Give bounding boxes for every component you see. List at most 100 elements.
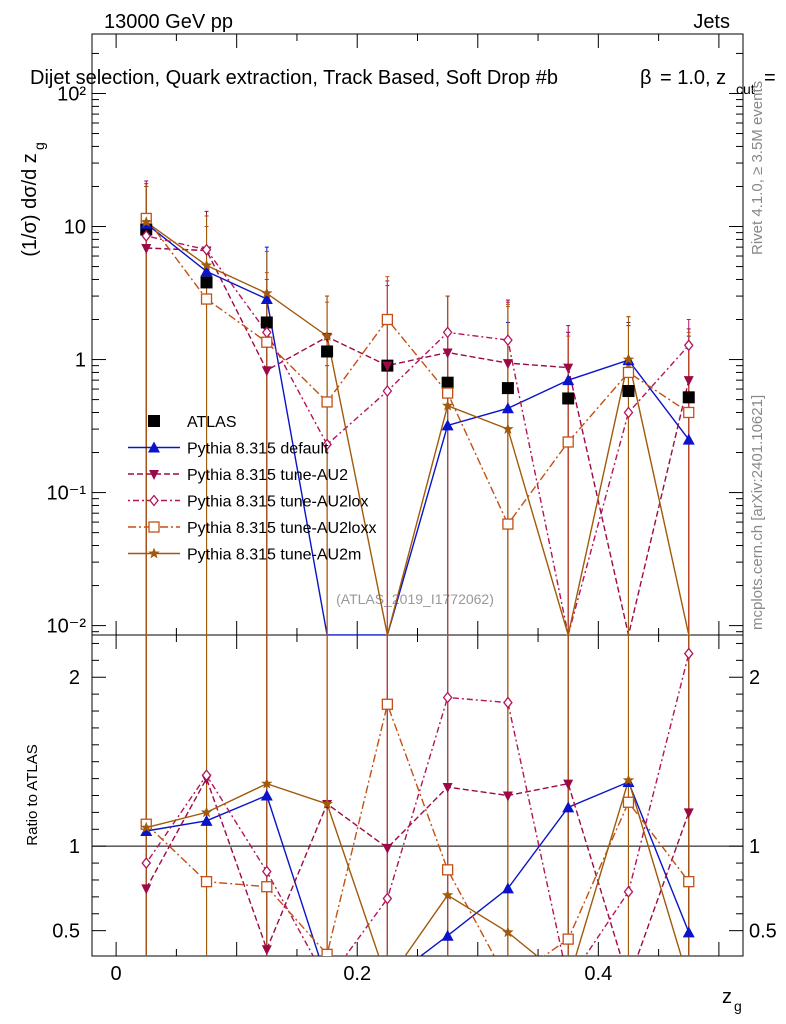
au2m-marker (502, 926, 514, 938)
x-axis-title-sub: g (734, 998, 742, 1014)
AU2-main-line (146, 247, 690, 635)
zcut-eq-label: = (764, 67, 776, 89)
au2lox-marker (201, 769, 212, 782)
au2lox-marker (442, 691, 453, 704)
atlas-data-marker (200, 276, 213, 289)
au2loxx-marker (200, 293, 213, 305)
default-marker (441, 929, 454, 941)
energy-label: 13000 GeV pp (104, 11, 233, 33)
au2lox-marker (683, 339, 694, 352)
rivet-label: Rivet 4.1.0, ≥ 3.5M events (749, 81, 766, 255)
ratio-y-tick-label-right: 1 (749, 836, 760, 858)
default-marker (501, 402, 514, 414)
beta-label: = 1.0, z (660, 67, 726, 89)
au2lox-marker (442, 326, 453, 339)
default-marker (140, 824, 153, 836)
x-tick-label: 0.4 (584, 963, 612, 985)
default-marker (501, 882, 514, 894)
legend-label-AU2loxx: Pythia 8.315 tune-AU2loxx (187, 520, 376, 537)
au2-marker (683, 808, 694, 819)
atlas-data-marker (501, 382, 514, 395)
au2lox-marker (683, 647, 694, 660)
au2loxx-marker (622, 366, 635, 379)
x-tick-label: 0.2 (343, 963, 371, 985)
au2loxx-marker (261, 881, 273, 893)
main-y-tick-label: 10⁻² (47, 616, 87, 638)
au2loxx-marker (381, 698, 394, 710)
au2m-marker (441, 889, 454, 900)
au2m-marker (622, 774, 635, 786)
ratio-panel-frame (91, 634, 744, 957)
au2lox-marker (503, 334, 513, 347)
au2-marker (261, 366, 272, 377)
ratio-y-tick-label: 1 (69, 836, 80, 858)
main-y-tick-label: 10 (64, 217, 86, 239)
au2lox-marker (382, 384, 393, 398)
selection-label: Dijet selection, Quark extraction, Track… (30, 67, 558, 89)
au2loxx-marker (683, 406, 695, 419)
au2lox-marker (623, 885, 634, 898)
au2loxx-marker (200, 876, 213, 888)
legend-label-AU2: Pythia 8.315 tune-AU2 (187, 467, 348, 484)
au2loxx-marker (441, 864, 454, 876)
au2-marker (563, 779, 574, 790)
au2m-marker (200, 806, 213, 818)
main-y-tick-label: 10² (57, 83, 86, 105)
au2-marker (442, 348, 453, 359)
analysis-label: (ATLAS_2019_I1772062) (336, 591, 494, 607)
au2loxx-marker (683, 876, 695, 888)
atlas-data-marker (260, 316, 273, 329)
au2m-marker (502, 423, 514, 434)
au2-marker (382, 361, 393, 372)
atlas-data-marker (148, 415, 160, 427)
au2-marker (141, 884, 152, 895)
au2lox-marker (623, 406, 634, 419)
au2-marker (149, 470, 159, 480)
au2lox-marker (503, 696, 513, 709)
atlas-data-marker (622, 385, 635, 398)
au2m-marker (441, 399, 454, 411)
beta-symbol: β (640, 67, 652, 89)
au2m-marker (261, 777, 273, 789)
au2loxx-marker (321, 948, 333, 956)
x-axis-title: z (722, 986, 732, 1008)
ratio-axes: 0.5 0.5 1 1 2 2 0 0.2 0.4 (52, 635, 777, 985)
au2loxx-marker (502, 518, 514, 530)
au2-marker (442, 783, 453, 794)
legend-label-AU2lox: Pythia 8.315 tune-AU2lox (187, 494, 368, 511)
ratio-y-axis-title: Ratio to ATLAS (24, 744, 41, 845)
default-main-line (145, 223, 690, 635)
au2-marker (502, 359, 513, 370)
au2lox-marker (141, 229, 152, 242)
au2loxx-marker (562, 933, 574, 945)
au2lox-marker (382, 892, 393, 905)
atlas-data-marker (562, 392, 575, 405)
au2lox-marker (261, 865, 272, 878)
au2m-marker (321, 330, 333, 341)
atlas-data-marker (321, 345, 334, 358)
au2-marker (382, 843, 393, 854)
AU2m-main-line (145, 221, 690, 635)
au2m-marker (200, 259, 213, 271)
au2m-marker (321, 797, 333, 809)
ratio-series-layer (140, 635, 695, 956)
atlas-data-marker (682, 391, 695, 404)
AU2lox-main-line (146, 235, 690, 635)
default-marker (260, 293, 273, 305)
atlas-data-marker (441, 376, 454, 389)
AU2m-ratio-line (146, 777, 682, 956)
au2m-marker (261, 287, 273, 299)
au2lox-marker (149, 494, 159, 507)
ratio-y-tick-label-right: 0.5 (749, 921, 777, 943)
main-series-layer (140, 180, 695, 635)
main-y-axis-title-sub: g (31, 142, 47, 150)
default-ratio-line (146, 781, 690, 956)
ratio-y-tick-label: 2 (69, 667, 80, 689)
au2lox-marker (201, 243, 212, 256)
au2lox-marker (322, 438, 332, 451)
legend: ATLAS Pythia 8.315 default Pythia 8.315 tu… (128, 414, 376, 564)
au2-marker (563, 363, 574, 374)
main-y-axis-title: (1/σ) dσ/d z (19, 153, 41, 257)
au2m-marker (622, 353, 635, 365)
